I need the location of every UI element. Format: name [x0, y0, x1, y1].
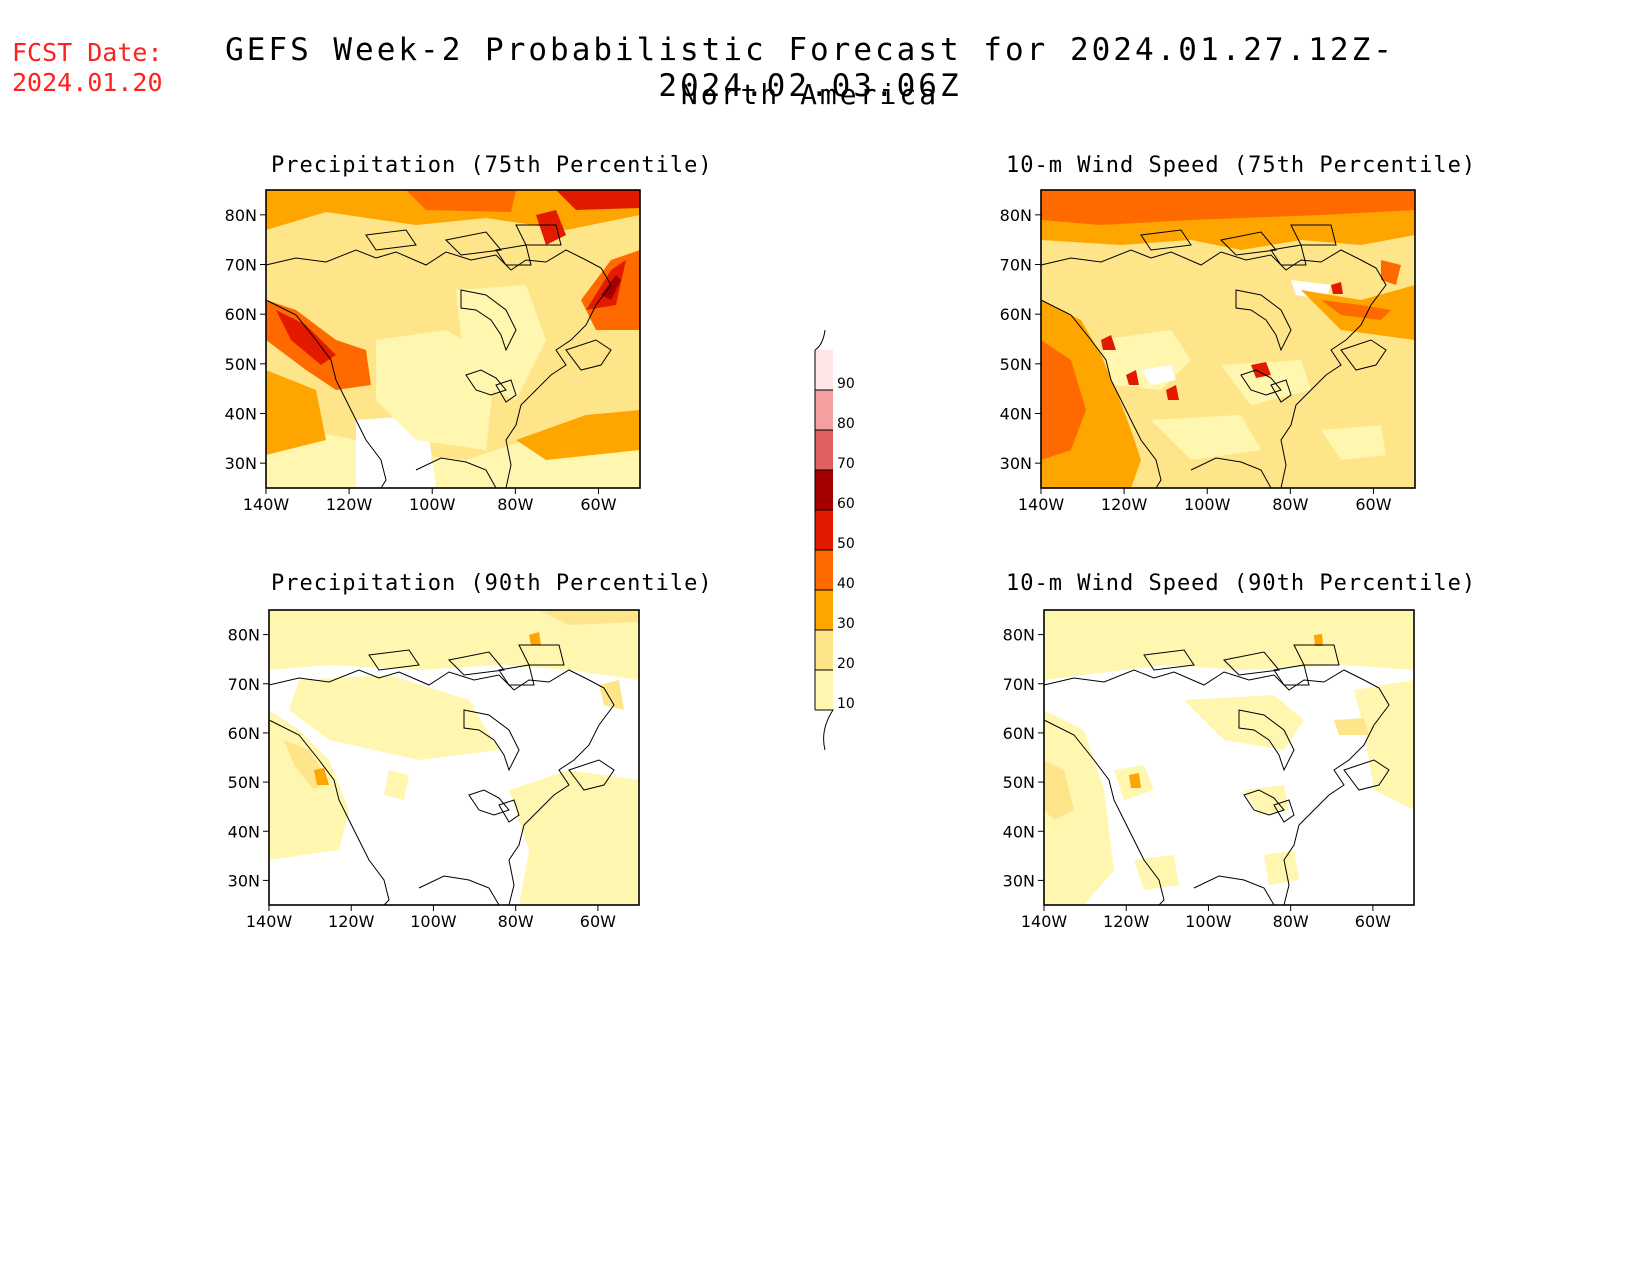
lon-tick-label: 80W [497, 495, 533, 514]
lat-tick-label: 30N [225, 454, 257, 473]
colorbar-swatch [815, 390, 833, 430]
map-precip-75: 80N 70N 60N 50N 40N 30N 140W 120W 100W 80W 60W [225, 189, 641, 514]
lon-tick-label: 140W [246, 912, 293, 931]
colorbar: 10 20 30 40 50 60 70 80 90 [795, 329, 875, 754]
forecast-date-value: 2024.01.20 [12, 68, 163, 97]
lon-tick-label: 120W [1103, 912, 1150, 931]
lat-tick-label: 50N [1003, 773, 1035, 792]
lon-tick-label: 100W [1184, 495, 1231, 514]
lat-tick-label: 70N [228, 675, 260, 694]
lon-tick-label: 140W [243, 495, 290, 514]
map-panel-wind-90: 80N 70N 60N 50N 40N 30N 140W 120W 100W 80W 60W [1003, 609, 1415, 931]
forecast-date-label: FCST Date: [12, 38, 163, 67]
lon-tick-label: 120W [328, 912, 375, 931]
lon-tick-label: 80W [1272, 495, 1308, 514]
map-wind-90: 80N 70N 60N 50N 40N 30N 140W 120W 100W 80W 60W [1003, 609, 1415, 931]
lat-tick-label: 60N [1003, 724, 1035, 743]
lon-tick-label: 120W [1101, 495, 1148, 514]
colorbar-label: 20 [837, 656, 855, 672]
lat-tick-label: 60N [225, 305, 257, 324]
colorbar-swatch [815, 510, 833, 550]
lat-tick-label: 40N [1000, 405, 1032, 424]
lat-tick-label: 80N [1000, 206, 1032, 225]
lat-tick-label: 70N [225, 256, 257, 275]
colorbar-label: 70 [837, 456, 855, 472]
colorbar-svg: 10 20 30 40 50 60 70 80 90 [814, 329, 855, 751]
colorbar-label: 10 [837, 696, 855, 712]
colorbar-bottom-cap [815, 709, 834, 751]
lon-tick-label: 140W [1021, 912, 1068, 931]
map-panel-wind-75: 80N 70N 60N 50N 40N 30N 140W 120W 100W 80W 60W [1000, 189, 1416, 514]
lat-tick-label: 40N [228, 822, 260, 841]
panel-title-precip-90: Precipitation (90th Percentile) [271, 571, 713, 596]
lat-tick-label: 80N [1003, 626, 1035, 645]
lat-tick-label: 80N [228, 626, 260, 645]
page-subtitle: North America [680, 78, 940, 111]
map-wind-75: 80N 70N 60N 50N 40N 30N 140W 120W 100W 80W 60W [1000, 189, 1416, 514]
panel-title-wind-75: 10-m Wind Speed (75th Percentile) [1006, 153, 1477, 178]
colorbar-label: 60 [837, 496, 855, 512]
lon-tick-label: 60W [1355, 495, 1391, 514]
map-panel-precip-90: 80N 70N 60N 50N 40N 30N 140W 120W 100W 80W 60W [228, 609, 640, 931]
colorbar-swatch [815, 590, 833, 630]
lat-tick-label: 80N [225, 206, 257, 225]
lon-tick-label: 100W [1185, 912, 1232, 931]
colorbar-swatch [815, 630, 833, 670]
lat-tick-label: 30N [1000, 454, 1032, 473]
colorbar-swatch [815, 550, 833, 590]
lat-tick-label: 40N [1003, 822, 1035, 841]
forecast-date: FCST Date: 2024.01.20 [12, 38, 163, 98]
map-panel-precip-75: 80N 70N 60N 50N 40N 30N 140W 120W 100W 80W 60W [225, 189, 641, 514]
lon-tick-label: 140W [1018, 495, 1065, 514]
lon-tick-label: 100W [409, 495, 456, 514]
lat-tick-label: 40N [225, 405, 257, 424]
lat-tick-label: 30N [1003, 871, 1035, 890]
colorbar-swatch [815, 350, 833, 390]
lat-tick-label: 60N [1000, 305, 1032, 324]
lat-tick-label: 30N [228, 871, 260, 890]
lon-tick-label: 120W [326, 495, 373, 514]
colorbar-swatch [815, 430, 833, 470]
colorbar-swatch [815, 470, 833, 510]
colorbar-label: 40 [837, 576, 855, 592]
lon-tick-label: 80W [1273, 912, 1309, 931]
panel-title-wind-90: 10-m Wind Speed (90th Percentile) [1006, 571, 1477, 596]
lat-tick-label: 50N [228, 773, 260, 792]
lat-tick-label: 50N [225, 355, 257, 374]
lat-tick-label: 60N [228, 724, 260, 743]
lon-tick-label: 60W [1355, 912, 1391, 931]
colorbar-swatch [815, 670, 833, 710]
lat-tick-label: 50N [1000, 355, 1032, 374]
map-precip-90: 80N 70N 60N 50N 40N 30N 140W 120W 100W 80W 60W [228, 609, 640, 931]
lon-tick-label: 80W [498, 912, 534, 931]
colorbar-label: 30 [837, 616, 855, 632]
colorbar-label: 90 [837, 376, 855, 392]
lat-tick-label: 70N [1003, 675, 1035, 694]
lon-tick-label: 60W [580, 495, 616, 514]
page-title: GEFS Week-2 Probabilistic Forecast for 2… [225, 32, 1395, 104]
lon-tick-label: 100W [410, 912, 457, 931]
colorbar-top-cap [814, 329, 826, 351]
colorbar-label: 50 [837, 536, 855, 552]
lat-tick-label: 70N [1000, 256, 1032, 275]
panel-title-precip-75: Precipitation (75th Percentile) [271, 153, 713, 178]
colorbar-label: 80 [837, 416, 855, 432]
lon-tick-label: 60W [580, 912, 616, 931]
